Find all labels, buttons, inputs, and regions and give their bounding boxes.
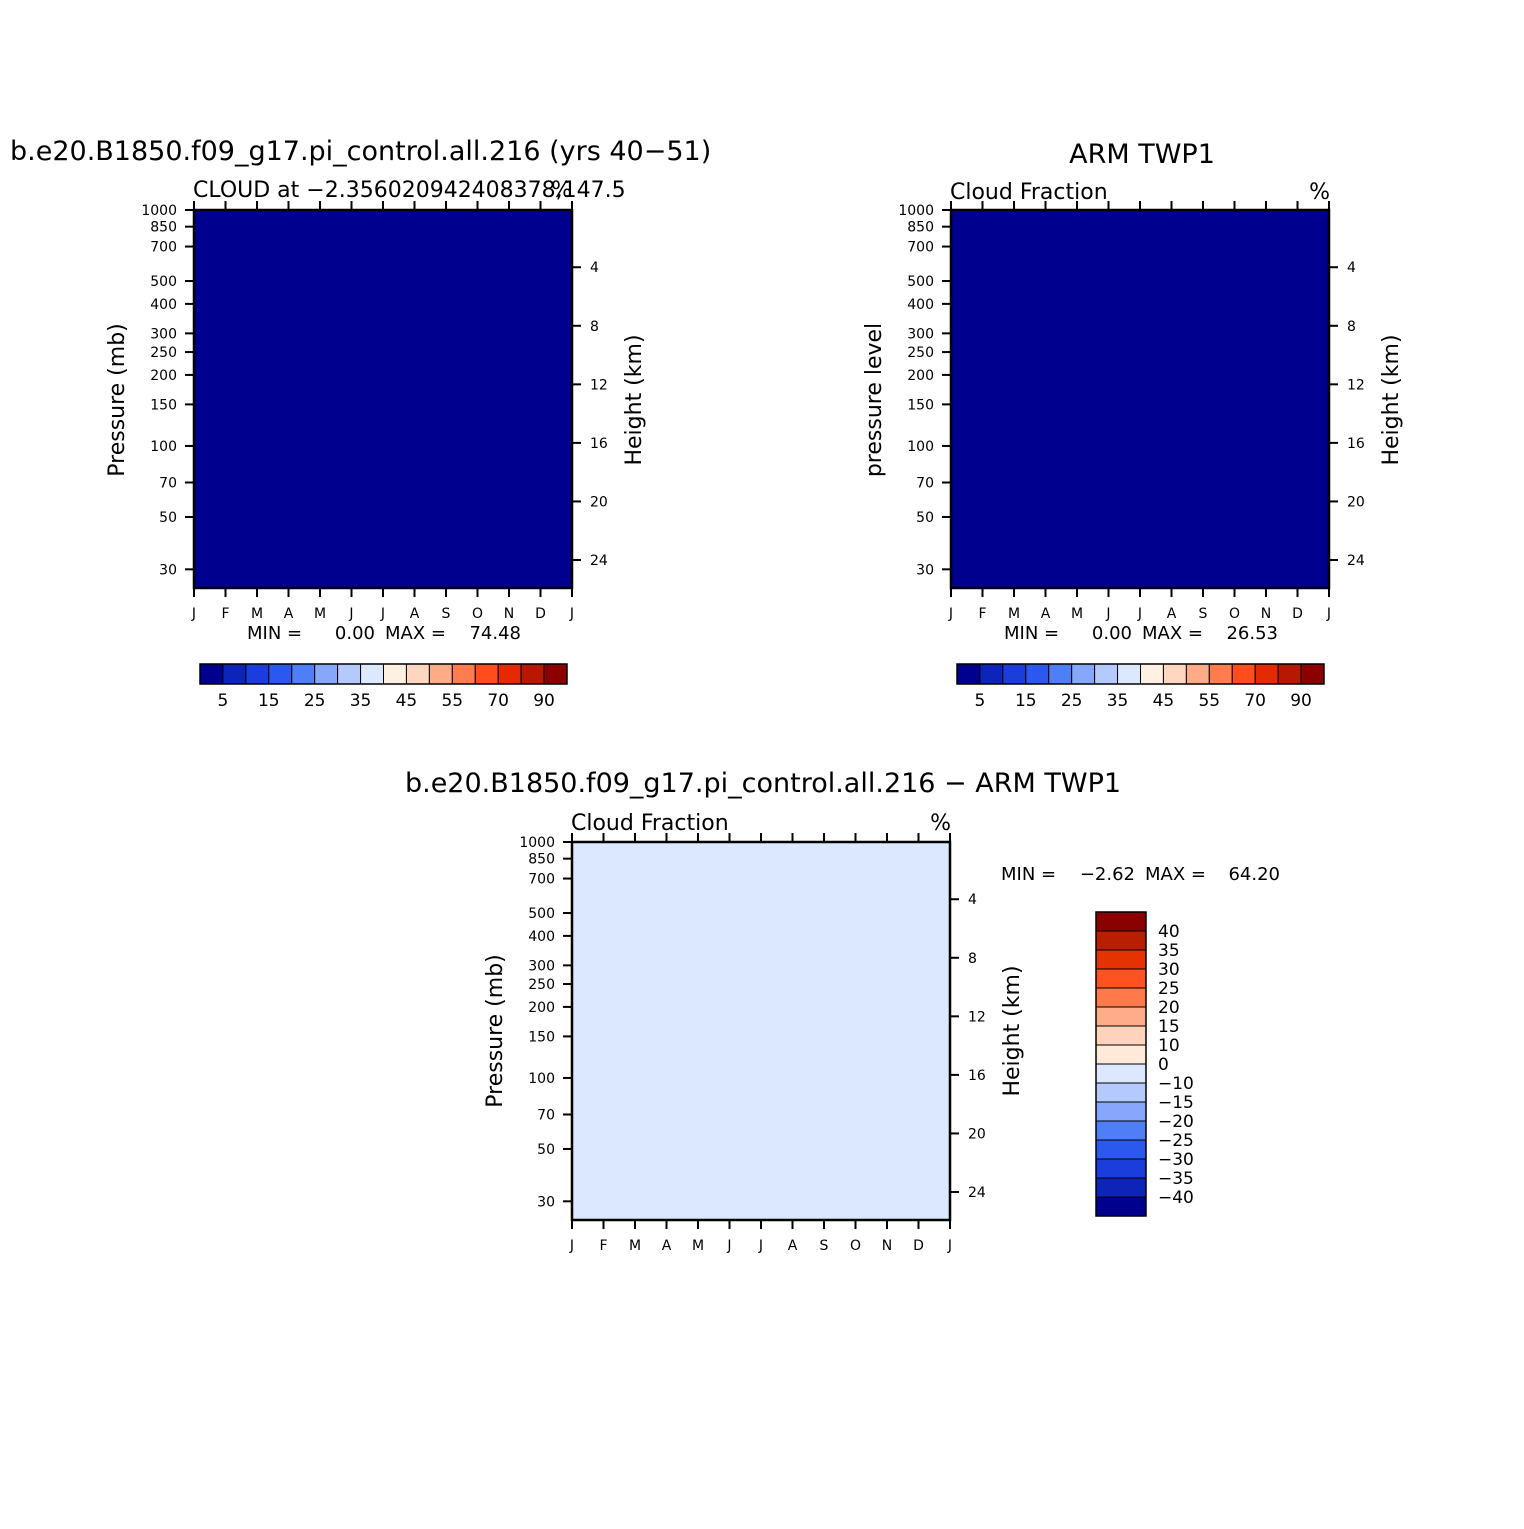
panel-obs-subtitle: Cloud Fraction [950,180,1108,205]
y-right-tick-label: 8 [590,319,599,335]
colorbar-label: 45 [396,691,418,711]
panel-obs-units: % [1309,180,1330,205]
panel-model-contour [194,210,573,589]
y-right-tick-label: 20 [590,494,608,510]
y-tick-label: 100 [150,439,177,455]
colorbar-box [269,664,292,684]
x-tick-label: F [221,606,229,622]
y-right-tick-label: 4 [590,260,599,276]
x-tick-label: J [569,606,574,622]
panel-model-title: b.e20.B1850.f09_g17.pi_control.all.216 (… [10,136,711,167]
colorbar-box [292,664,315,684]
y-right-tick-label: 12 [590,377,608,393]
panel-model-ylabel: Pressure (mb) [105,323,130,477]
x-tick-label: O [472,606,483,622]
x-tick-label: A [410,606,420,622]
x-tick-label: M [251,606,263,622]
colorbar-box [452,664,475,684]
y-tick-label: 50 [159,510,177,526]
x-tick-label: A [284,606,294,622]
colorbar-label: 35 [350,691,372,711]
colorbar-box [498,664,521,684]
panel-model-ylabel-right: Height (km) [622,334,647,465]
panel-model-min-value: 0.00 [335,623,375,644]
y-tick-label: 30 [159,562,177,578]
colorbar-box [315,664,338,684]
panel-model-units: % [551,178,572,203]
colorbar-label: 55 [441,691,463,711]
colorbar-label: 25 [304,691,326,711]
y-tick-label: 70 [159,475,177,491]
panel-model-max-value: 74.48 [469,623,521,644]
colorbar-box [246,664,269,684]
colorbar-box [338,664,361,684]
colorbar-label: 15 [258,691,280,711]
colorbar-box [406,664,429,684]
x-tick-label: D [535,606,546,622]
colorbar-box [429,664,452,684]
panel-model-max-label: MAX = [385,623,446,644]
y-tick-label: 150 [150,397,177,413]
y-tick-label: 1000 [141,203,177,219]
contour-cell [194,210,572,589]
colorbar-label: 70 [487,691,509,711]
colorbar-box [223,664,246,684]
panel-obs-contour [951,210,1330,589]
y-tick-label: 700 [150,240,177,256]
colorbar-box [361,664,384,684]
panel-obs-title: ARM TWP1 [1069,139,1215,170]
colorbar-label: 5 [218,691,229,711]
y-tick-label: 300 [150,326,177,342]
y-tick-label: 200 [150,368,177,384]
colorbar-box [475,664,498,684]
y-right-tick-label: 24 [590,553,608,569]
y-tick-label: 500 [150,274,177,290]
x-tick-label: J [191,606,196,622]
x-tick-label: S [442,606,451,622]
x-tick-label: N [504,606,514,622]
y-right-tick-label: 16 [590,436,608,452]
y-tick-label: 850 [150,220,177,236]
y-tick-label: 250 [150,345,177,361]
colorbar-label: 90 [533,691,555,711]
colorbar-box [200,664,223,684]
y-tick-label: 400 [150,297,177,313]
colorbar-box [521,664,544,684]
panel-model-min-label: MIN = [247,623,302,644]
colorbar-box [384,664,407,684]
colorbar-box [544,664,567,684]
x-tick-label: J [348,606,353,622]
x-tick-label: M [314,606,326,622]
x-tick-label: J [380,606,385,622]
